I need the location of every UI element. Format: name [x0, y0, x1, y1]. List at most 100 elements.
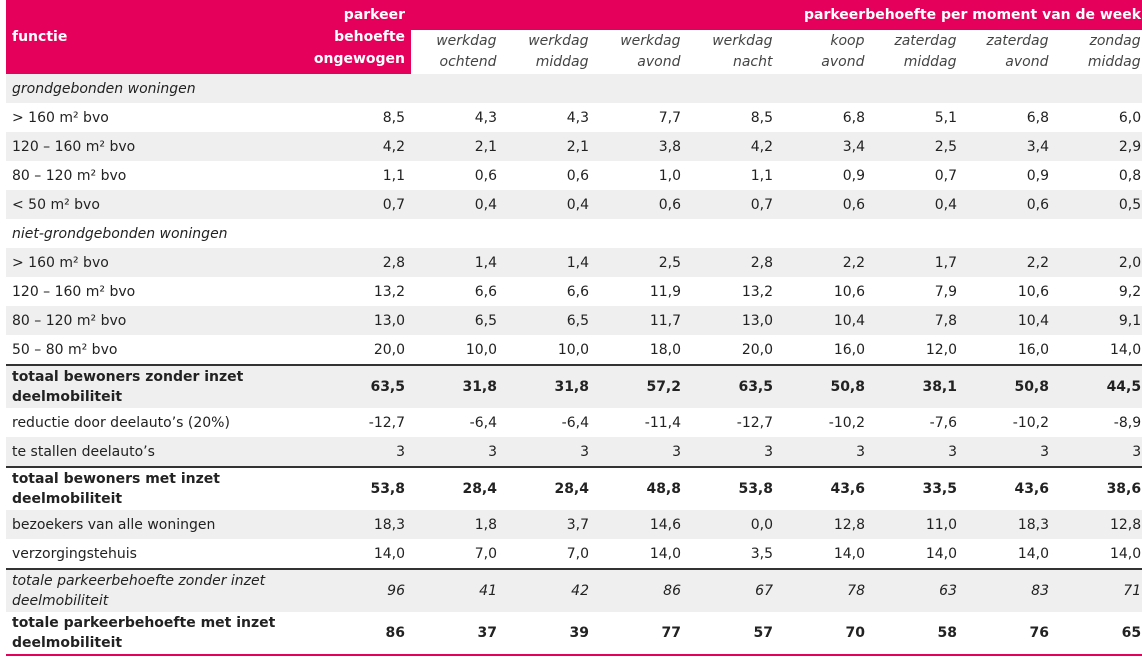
cell-ongewogen: 4,2 — [382, 138, 405, 155]
cell-moment-6: 43,6 — [963, 466, 1055, 510]
cell-moment-6: 0,9 — [1026, 167, 1049, 184]
header-moment-3: werkdag nacht — [687, 30, 780, 74]
header-pb-line: behoefte — [334, 29, 405, 45]
table-row: totaal bewoners met inzet deelmobiliteit… — [6, 466, 1142, 510]
cell-moment-6: 18,3 — [1017, 516, 1049, 533]
cell-moment-1: 31,8 — [503, 364, 595, 408]
cell-moment-1: 10,0 — [557, 341, 589, 358]
parking-demand-table: functie parkeer behoefte ongewogen parke… — [6, 0, 1142, 656]
cell-moment-3: 20,0 — [741, 341, 773, 358]
cell-moment-1: 42 — [503, 568, 595, 612]
cell-moment-2: 86 — [595, 568, 687, 612]
cell-moment-7: 65 — [1055, 612, 1142, 656]
table-row: 80 – 120 m² bvo 13,0 6,5 6,5 11,7 13,0 10,4 7,8… — [6, 306, 1142, 335]
cell-moment-7: 44,5 — [1055, 364, 1142, 408]
cell-moment-4: 16,0 — [833, 341, 865, 358]
cell-moment-5: 63 — [871, 568, 963, 612]
cell-moment-4: 0,9 — [842, 167, 865, 184]
cell-moment-4: 12,8 — [833, 516, 865, 533]
cell-moment-0: 6,5 — [474, 312, 497, 329]
cell-moment-1: 28,4 — [503, 466, 595, 510]
cell-moment-5: 7,9 — [934, 283, 957, 300]
cell-moment-4: 78 — [779, 568, 871, 612]
table-row: verzorgingstehuis 14,0 7,0 7,0 14,0 3,5 14,0 14… — [6, 539, 1142, 569]
row-label: grondgebonden woningen — [12, 80, 196, 97]
cell-moment-6: 14,0 — [1017, 545, 1049, 562]
cell-moment-2: 1,0 — [658, 167, 681, 184]
cell-moment-6: 83 — [963, 568, 1055, 612]
cell-ongewogen: 53,8 — [296, 466, 411, 510]
cell-ongewogen: 0,7 — [382, 196, 405, 213]
cell-moment-7: 9,1 — [1118, 312, 1142, 329]
cell-moment-0: 4,3 — [474, 109, 497, 126]
header-moment-5: zaterdag middag — [871, 30, 964, 74]
cell-moment-7: 6,0 — [1118, 109, 1142, 126]
cell-ongewogen: 2,8 — [382, 254, 405, 271]
cell-moment-0: 1,4 — [474, 254, 497, 271]
header-moment-0: werkdag ochtend — [411, 30, 504, 74]
parking-demand-table-wrapper: functie parkeer behoefte ongewogen parke… — [6, 0, 1142, 656]
header-moment-line1: zaterdag — [894, 33, 957, 49]
header-moment-line2: middag — [903, 54, 957, 70]
cell-moment-0: 10,0 — [465, 341, 497, 358]
header-moment-6: zaterdag avond — [963, 30, 1056, 74]
cell-moment-0: -6,4 — [469, 414, 497, 431]
header-pb-line: ongewogen — [313, 51, 405, 67]
row-label: 80 – 120 m² bvo — [12, 167, 127, 184]
cell-moment-4: 43,6 — [779, 466, 871, 510]
cell-moment-4: 70 — [779, 612, 871, 656]
table-row: totale parkeerbehoefte zonder inzet deel… — [6, 568, 1142, 612]
cell-moment-0: 0,6 — [474, 167, 497, 184]
cell-moment-0: 37 — [411, 612, 503, 656]
cell-moment-5: 14,0 — [925, 545, 957, 562]
row-label: 120 – 160 m² bvo — [12, 138, 136, 155]
header-functie: functie — [6, 0, 296, 74]
cell-moment-6: 2,2 — [1026, 254, 1049, 271]
cell-ongewogen: 1,1 — [382, 167, 405, 184]
table-row: 120 – 160 m² bvo 13,2 6,6 6,6 11,9 13,2 10,6 7,… — [6, 277, 1142, 306]
cell-moment-6: -10,2 — [1012, 414, 1049, 431]
cell-moment-7: 38,6 — [1055, 466, 1142, 510]
cell-moment-1: 39 — [503, 612, 595, 656]
row-label: te stallen deelauto’s — [12, 443, 155, 460]
cell-moment-7: 2,0 — [1118, 254, 1142, 271]
header-moment-span: parkeerbehoefte per moment van de week — [411, 0, 1142, 30]
header-moment-line2: avond — [821, 54, 865, 70]
cell-ongewogen: 8,5 — [382, 109, 405, 126]
header-parkeerbehoefte-ongewogen: parkeer behoefte ongewogen — [296, 0, 411, 74]
row-label: niet-grondgebonden woningen — [12, 225, 228, 242]
row-label: 80 – 120 m² bvo — [12, 312, 127, 329]
cell-moment-0: 7,0 — [474, 545, 497, 562]
table-row: 120 – 160 m² bvo 4,2 2,1 2,1 3,8 4,2 3,4 2,5 3,4… — [6, 132, 1142, 161]
row-label: < 50 m² bvo — [12, 196, 100, 213]
cell-moment-5: 5,1 — [934, 109, 957, 126]
table-row: bezoekers van alle woningen 18,3 1,8 3,7 14,… — [6, 510, 1142, 539]
cell-ongewogen: 3 — [396, 443, 405, 460]
cell-moment-6: 76 — [963, 612, 1055, 656]
cell-moment-3: 4,2 — [750, 138, 773, 155]
cell-moment-3: 3,5 — [750, 545, 773, 562]
cell-moment-2: 14,0 — [649, 545, 681, 562]
cell-moment-7: 14,0 — [1109, 341, 1142, 358]
table-row: totaal bewoners zonder inzet deelmobilit… — [6, 364, 1142, 408]
cell-moment-3: -12,7 — [736, 414, 773, 431]
cell-moment-7: 14,0 — [1109, 545, 1142, 562]
row-label: verzorgingstehuis — [12, 545, 137, 562]
cell-moment-7: -8,9 — [1113, 414, 1142, 431]
cell-ongewogen: 14,0 — [373, 545, 405, 562]
table-row: niet-grondgebonden woningen — [6, 219, 1142, 248]
cell-moment-2: 48,8 — [595, 466, 687, 510]
cell-moment-2: 11,9 — [649, 283, 681, 300]
cell-moment-5: 0,4 — [934, 196, 957, 213]
cell-moment-4: 6,8 — [842, 109, 865, 126]
table-header: functie parkeer behoefte ongewogen parke… — [6, 0, 1142, 74]
cell-moment-5: 2,5 — [934, 138, 957, 155]
cell-ongewogen: 13,0 — [373, 312, 405, 329]
header-moment-line2: nacht — [732, 54, 773, 70]
header-moment-line2: avond — [637, 54, 681, 70]
cell-moment-5: 33,5 — [871, 466, 963, 510]
header-pb-line: parkeer — [343, 7, 405, 23]
cell-moment-5: -7,6 — [929, 414, 957, 431]
row-label: totale parkeerbehoefte met inzet deelmob… — [6, 612, 296, 656]
table-row: < 50 m² bvo 0,7 0,4 0,4 0,6 0,7 0,6 0,4 0,6 0,5 — [6, 190, 1142, 219]
